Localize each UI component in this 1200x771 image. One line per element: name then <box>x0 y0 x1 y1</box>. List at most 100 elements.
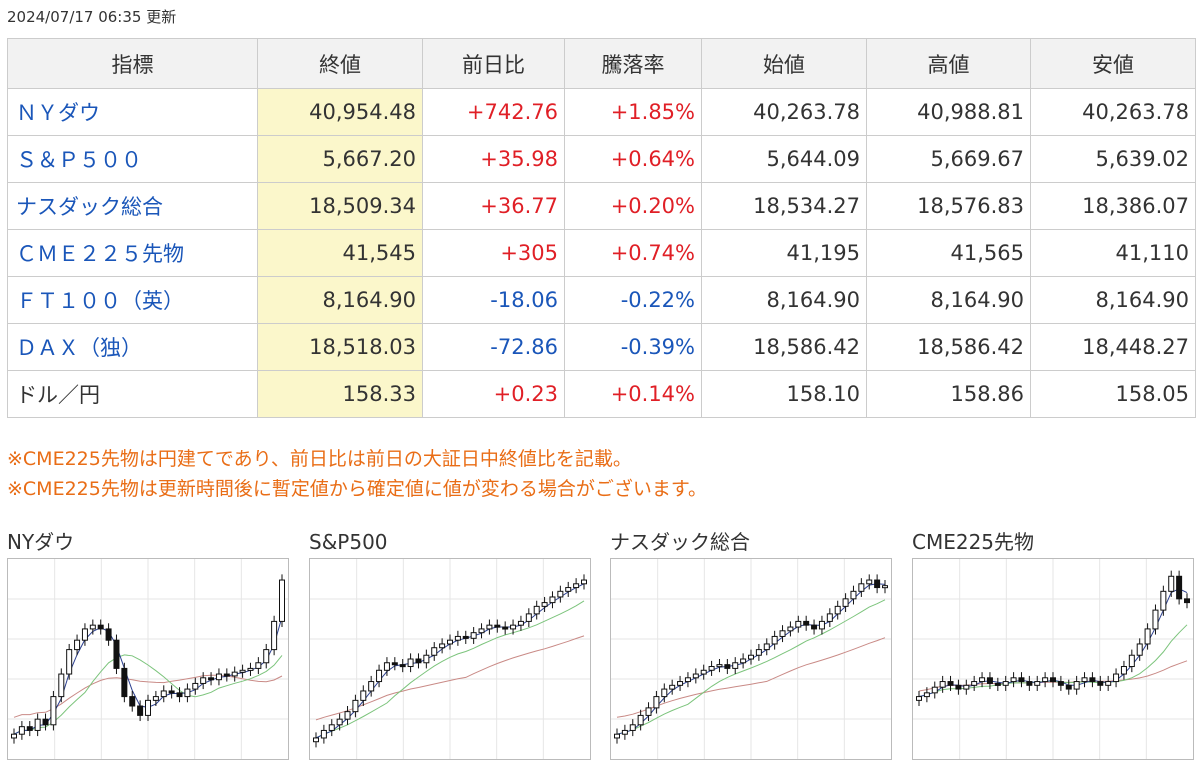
candle-body <box>947 681 954 686</box>
cell-change: +0.23 <box>422 370 565 418</box>
candle-body <box>50 696 57 726</box>
candle-body <box>850 590 857 600</box>
cell-close: 5,667.20 <box>257 135 423 183</box>
candle-body <box>1144 628 1151 645</box>
candle-body <box>160 690 167 698</box>
candle-body <box>1057 681 1064 686</box>
candle-body <box>423 654 430 664</box>
chart-canvas[interactable] <box>912 558 1194 760</box>
updated-timestamp: 2024/07/17 06:35 更新 <box>7 8 177 26</box>
chart-title: CME225先物 <box>912 530 1035 554</box>
candle-body <box>1168 575 1175 592</box>
col-header: 指標 <box>7 38 258 89</box>
candle-body <box>1128 654 1135 668</box>
chart-title: NYダウ <box>7 530 75 554</box>
cell-open: 8,164.90 <box>701 276 867 324</box>
candle-body <box>399 664 406 668</box>
candle-body <box>700 669 707 675</box>
candle-body <box>645 707 652 716</box>
cell-low: 18,386.07 <box>1030 182 1196 230</box>
candle-body <box>1002 681 1009 686</box>
cell-open: 18,534.27 <box>701 182 867 230</box>
cell-change: -72.86 <box>422 323 565 371</box>
candle-body <box>1050 677 1056 683</box>
cell-name[interactable]: ＮＹダウ <box>7 88 258 136</box>
index-link[interactable]: ＮＹダウ <box>16 101 100 125</box>
candle-body <box>192 682 199 690</box>
cell-name[interactable]: ＦＴ１００（英） <box>7 276 258 324</box>
chart-canvas[interactable] <box>610 558 892 760</box>
candle-body <box>462 635 469 639</box>
candle-body <box>614 733 620 739</box>
candle-body <box>376 669 383 683</box>
cell-low: 8,164.90 <box>1030 276 1196 324</box>
cell-close: 8,164.90 <box>257 276 423 324</box>
col-header: 騰落率 <box>564 38 702 89</box>
candle-body <box>826 613 833 622</box>
cell-open: 18,586.42 <box>701 323 867 371</box>
cell-name[interactable]: ナスダック総合 <box>7 182 258 230</box>
candle-body <box>74 639 81 651</box>
candle-body <box>684 677 691 683</box>
cell-pct: +0.14% <box>564 370 702 418</box>
candle-body <box>858 583 865 592</box>
chart-nasdaq[interactable]: ナスダック総合 <box>610 528 892 760</box>
candle-body <box>811 624 818 630</box>
candle-body <box>994 682 1001 686</box>
candle-body <box>581 579 587 585</box>
candle-body <box>328 724 335 731</box>
chart-canvas[interactable] <box>309 558 591 760</box>
candle-body <box>1034 681 1041 686</box>
candle-body <box>724 664 731 669</box>
table-row: ドル／円 158.33 +0.23 +0.14% 158.10 158.86 158.05 <box>7 370 1196 418</box>
candle-body <box>755 649 762 656</box>
chart-canvas[interactable] <box>7 558 289 760</box>
chart-sp500[interactable]: S&P500 <box>309 528 591 760</box>
chart-ny-dow[interactable]: NYダウ <box>7 528 289 760</box>
index-link[interactable]: ナスダック総合 <box>16 195 163 219</box>
cell-high: 18,586.42 <box>866 323 1031 371</box>
candle-body <box>732 662 739 669</box>
candle-body <box>818 620 825 630</box>
candle-body <box>121 667 128 698</box>
candle-body <box>1026 681 1033 686</box>
table-row: ＮＹダウ 40,954.48 +742.76 +1.85% 40,263.78 40,98… <box>7 88 1196 136</box>
candle-body <box>145 699 151 716</box>
cell-name[interactable]: ＣＭＥ２２５先物 <box>7 229 258 277</box>
candle-body <box>1105 681 1112 686</box>
cell-name[interactable]: Ｓ＆Ｐ５００ <box>7 135 258 183</box>
candle-body <box>692 673 699 679</box>
candle-body <box>1018 677 1025 683</box>
chart-cme225[interactable]: CME225先物 <box>912 528 1194 760</box>
candle-body <box>939 681 946 688</box>
candle-body <box>391 662 398 666</box>
candle-body <box>661 688 668 698</box>
col-header: 終値 <box>257 38 423 89</box>
table-row: ＦＴ１００（英） 8,164.90 -18.06 -0.22% 8,164.90 8,16… <box>7 276 1196 324</box>
candle-body <box>629 724 636 731</box>
candle-body <box>81 628 88 641</box>
candle-body <box>510 624 517 630</box>
candle-body <box>18 726 25 735</box>
ma-long-line <box>315 635 585 721</box>
index-link[interactable]: ＣＭＥ２２５先物 <box>16 242 184 266</box>
index-link[interactable]: ＤＡＸ（独） <box>16 336 142 360</box>
index-link[interactable]: Ｓ＆Ｐ５００ <box>16 148 142 172</box>
candle-body <box>565 587 572 592</box>
cell-name: ドル／円 <box>7 370 258 418</box>
table-header-row: 指標 終値 前日比 騰落率 始値 高値 安値 <box>7 38 1196 89</box>
cell-name[interactable]: ＤＡＸ（独） <box>7 323 258 371</box>
candle-body <box>320 729 327 739</box>
candle-body <box>383 662 390 671</box>
cell-close: 41,545 <box>257 229 423 277</box>
cell-pct: +0.20% <box>564 182 702 230</box>
candle-body <box>669 684 676 690</box>
note-line: ※CME225先物は更新時間後に暫定値から確定値に値が変わる場合がございます。 <box>7 478 707 500</box>
table-row: Ｓ＆Ｐ５００ 5,667.20 +35.98 +0.64% 5,644.09 5,669.… <box>7 135 1196 183</box>
cell-close: 158.33 <box>257 370 423 418</box>
notes: ※CME225先物は円建てであり、前日比は前日の大証日中終値比を記載。 ※CME… <box>7 444 707 504</box>
index-link[interactable]: ＦＴ１００（英） <box>16 289 184 313</box>
candle-body <box>1065 684 1072 690</box>
table-row: ＤＡＸ（独） 18,518.03 -72.86 -0.39% 18,586.42 18,5… <box>7 323 1196 371</box>
table-row: ＣＭＥ２２５先物 41,545 +305 +0.74% 41,195 41,565 41,1… <box>7 229 1196 277</box>
